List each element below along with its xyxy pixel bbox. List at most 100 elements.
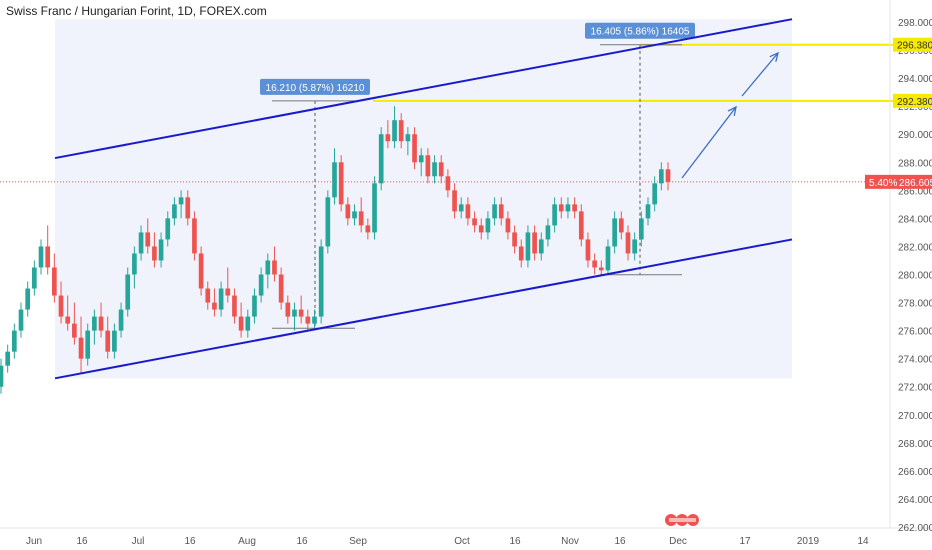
candle-body [652,183,657,205]
candle-body [292,309,297,317]
candle-body [5,351,11,366]
level-tag [893,37,932,52]
current-price-tag [865,174,932,189]
price-tick-label: 278.000 [898,299,932,310]
candle-body [252,295,257,317]
channel-lower-line[interactable] [54,238,793,380]
candle-body [172,204,177,219]
candle-body [198,253,204,289]
price-tags: 296.380 292.380 5.40% 286.605 [865,37,932,189]
candle-body [92,316,97,331]
candle-body [492,204,497,219]
candle-body [665,169,671,182]
candle-body [38,246,44,268]
candle-body [358,211,364,226]
candle-body [52,267,57,296]
candle-body [245,316,251,331]
price-tick-label: 282.000 [898,242,932,253]
time-tick-label: 16 [509,536,521,547]
time-axis[interactable]: Jun 16 Jul 16 Aug 16 Sep Oct 16 Nov 16 Dec 17 2019 14 [26,536,869,547]
candle-body [658,169,664,184]
candle-body [532,232,537,254]
measurement-tools: 16.210 (5.87%) 16210 16.405 (5.86%) 16405 [260,22,695,329]
candle-body [85,330,91,359]
candle-body [312,316,317,324]
candle-body [505,218,511,233]
time-tick-label: 14 [857,536,869,547]
candle-body [565,204,571,212]
candle-body [105,330,111,352]
candle-body [425,155,431,177]
candle-body [72,323,77,338]
price-tick-label: 274.000 [898,355,932,366]
chart-title: Swiss Franc / Hungarian Forint, 1D, FORE… [6,4,267,18]
candle-body [185,197,191,219]
measure-label: 16.210 (5.87%) 16210 [266,83,365,94]
time-tick-label: 16 [296,536,308,547]
candle-body [218,288,224,310]
candle-body [178,197,184,205]
candle-body [625,232,631,254]
candle-body [78,337,84,359]
candle-body [18,309,24,331]
candle-body [12,330,17,352]
candle-body [645,204,651,219]
time-tick-label: 17 [739,536,751,547]
candle-body [112,330,117,352]
time-tick-label: Dec [669,536,687,547]
candle-body [458,204,464,212]
candle-body [365,225,371,233]
price-tick-label: 266.000 [898,467,932,478]
candle-body [352,211,357,219]
time-tick-label: Jun [26,536,42,547]
candle-body [578,211,584,240]
candle-body [538,239,544,254]
measure-label-box [260,78,370,95]
price-tick-label: 294.000 [898,74,932,85]
arrowhead [769,51,779,62]
candle-body [525,232,531,261]
candle-body [405,134,411,142]
level-tag-label: 296.380 [897,41,932,52]
price-tick-label: 298.000 [898,18,932,29]
candle-body [605,246,611,271]
candle-body [585,239,591,261]
candle-body [125,274,131,310]
candle-body [332,162,337,198]
time-tick-label: 2019 [797,536,820,547]
candle-body [618,218,624,233]
candle-body [418,155,424,163]
event-flag-icon[interactable] [665,514,699,526]
candle-body [98,316,104,331]
candle-body [412,134,417,163]
projection-arrow [741,52,779,97]
candle-body [118,309,124,331]
candle-body [278,274,284,303]
price-tick-label: 262.000 [898,523,932,534]
current-price-label: 286.605 [899,178,932,189]
price-tick-label: 276.000 [898,327,932,338]
candle-body [512,232,517,247]
candle-body [452,190,457,212]
channel-fill [55,19,792,379]
time-tick-label: Jul [132,536,145,547]
channel-upper-line[interactable] [54,18,793,160]
candle-body [132,253,137,275]
candle-body [392,120,397,142]
candle-body [232,295,237,317]
time-tick-label: Nov [561,536,579,547]
candle-body [285,302,291,317]
candle-body [145,232,151,247]
candle-body [465,204,471,219]
candle-body [258,274,264,296]
candle-body [238,316,244,331]
candle-body [32,267,37,289]
candle-body [385,134,391,142]
candle-body [65,316,71,324]
measure-label: 16.405 (5.86%) 16405 [591,27,690,38]
projection-arrows [681,51,779,179]
price-tick-label: 284.000 [898,214,932,225]
candle-body [318,246,324,317]
candle-body [598,267,604,271]
